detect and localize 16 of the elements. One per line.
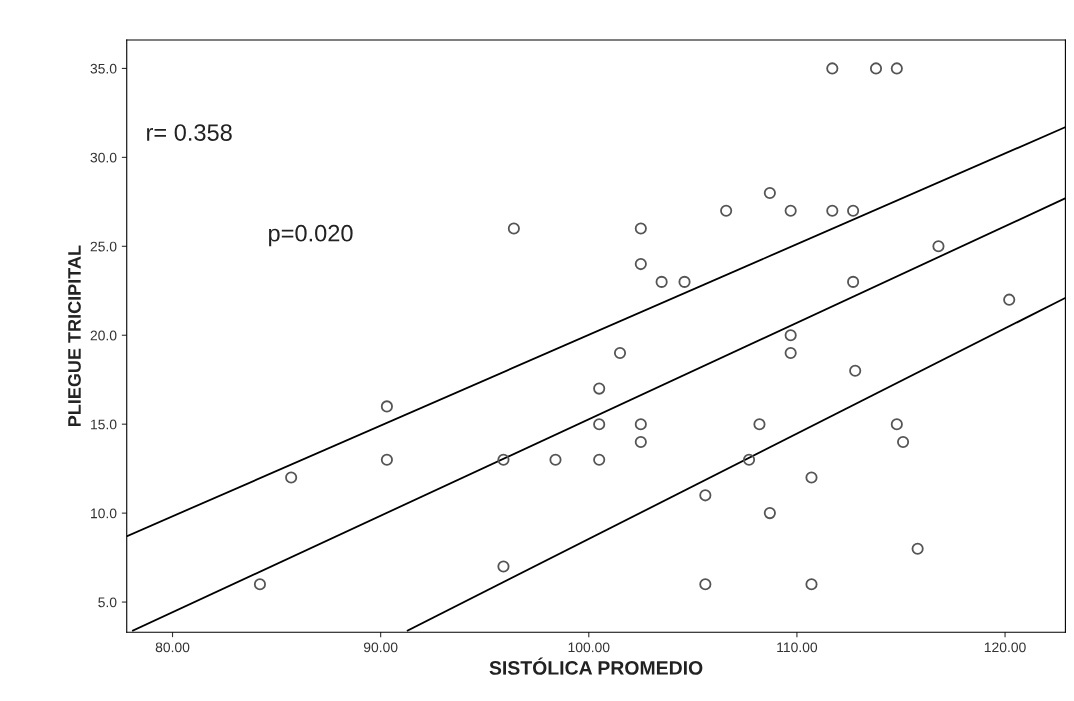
y-tick-label: 30.0 [90, 152, 117, 163]
annotation: p=0.020 [269, 224, 353, 247]
x-tick-label: 120.00 [984, 642, 1026, 653]
x-tick-label: 100.00 [568, 642, 610, 653]
annotation: r= 0.358 [147, 124, 232, 141]
y-tick-label: 20.0 [90, 330, 117, 341]
x-tick-label: 110.00 [777, 642, 818, 653]
y-tick-label: 15.0 [91, 419, 117, 430]
y-tick-label: 10.0 [91, 508, 117, 519]
x-tick-label: 90.00 [363, 642, 398, 653]
y-tick-label: 35.0 [90, 63, 117, 74]
y-tick-label: 5.0 [98, 597, 117, 608]
x-tick-label: 80.00 [155, 642, 190, 653]
x-axis-title: SISTÓLICA PROMEDIO [489, 657, 703, 675]
y-axis-title: PLIEGUE TRICIPITAL [68, 245, 81, 427]
y-tick-label: 25.0 [90, 241, 117, 252]
